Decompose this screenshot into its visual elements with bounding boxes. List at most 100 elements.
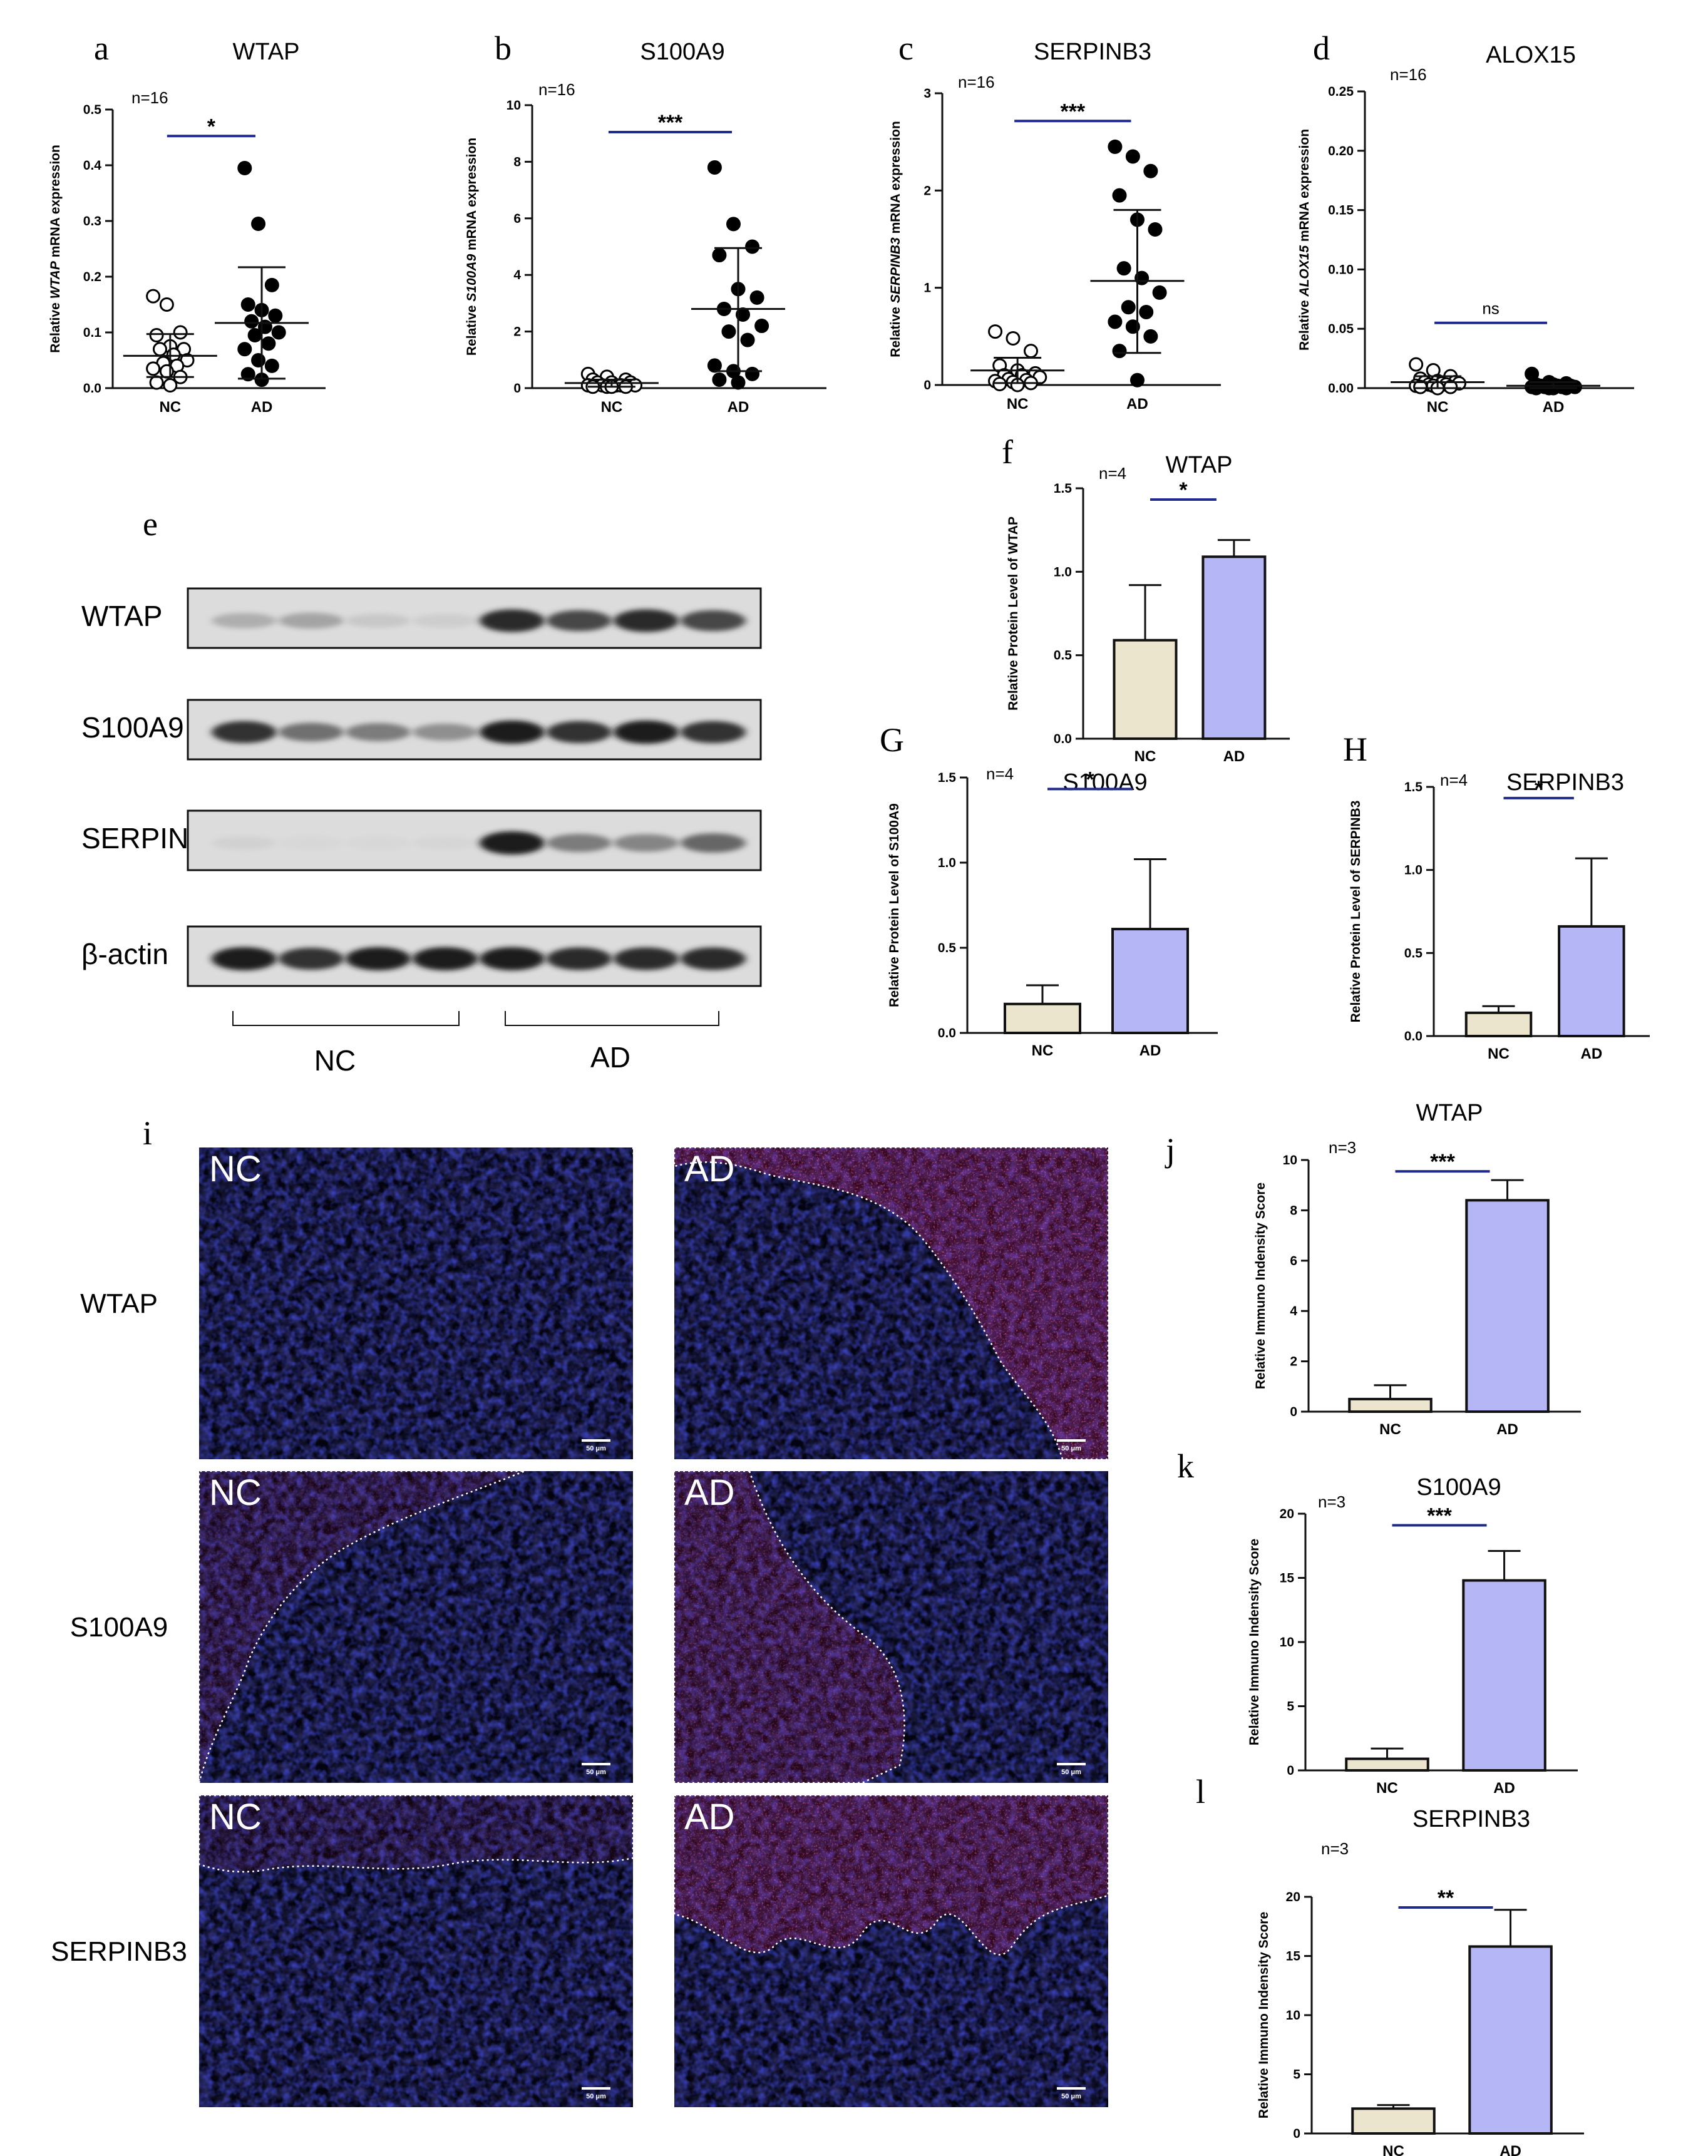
blot-band: [480, 947, 545, 971]
y-tick-label: 0.0: [1404, 1029, 1422, 1044]
scale-bar: [1057, 1763, 1086, 1765]
x-category-label: AD: [1496, 1421, 1518, 1438]
ad-bar: [1558, 925, 1625, 1037]
scale-bar-label: 50 μm: [586, 1445, 606, 1452]
nc-bar: [1351, 2107, 1436, 2135]
x-category-label: NC: [1032, 1042, 1054, 1059]
bar-chart-G: G S100A9 n=4 0.0 0.5 1.0 1.5 Relative Protein L…: [880, 721, 1218, 1059]
x-category-label: NC: [1007, 396, 1029, 413]
y-axis-label: Relative Protein Level of WTAP: [1006, 516, 1021, 711]
nc-data-point: [1024, 344, 1039, 359]
ad-data-point: [264, 358, 279, 373]
panel-letter: f: [1002, 433, 1013, 471]
ad-data-point: [1139, 305, 1154, 319]
x-category-label: AD: [1140, 1042, 1161, 1059]
panel-letter: j: [1165, 1131, 1175, 1169]
ad-data-point: [745, 239, 760, 254]
scale-bar: [582, 1439, 610, 1442]
if-image-serpinb3-ad: AD 50 μm: [674, 1795, 1108, 2107]
ad-data-point: [1143, 329, 1158, 344]
scale-bar: [582, 2087, 610, 2090]
ad-data-point: [237, 342, 252, 357]
ad-data-point: [244, 314, 259, 329]
chart-title: SERPINB3: [1412, 1806, 1530, 1832]
ad-data-point: [251, 216, 266, 231]
significance-label: ***: [658, 111, 683, 135]
if-group-label: AD: [684, 1797, 735, 1837]
ad-data-point: [707, 358, 722, 373]
panel-letter: b: [495, 29, 512, 67]
bar-chart-j: j WTAP n=3 0 2 4 6 8 10 Relative Immuno Indensity…: [1165, 1100, 1581, 1438]
y-tick-label: 2: [923, 183, 931, 198]
nc-data-point: [149, 375, 164, 390]
blot-band: [279, 947, 344, 970]
nc-data-point: [1409, 357, 1424, 372]
scale-bar-label: 50 μm: [586, 1768, 606, 1776]
if-row-label: S100A9: [70, 1612, 168, 1643]
if-row-label: WTAP: [80, 1288, 158, 1319]
group-bracket-nc: [232, 1011, 460, 1026]
ad-data-point: [1152, 285, 1167, 300]
ad-data-point: [726, 217, 741, 232]
ad-bar: [1201, 555, 1267, 740]
y-tick-label: 8: [1290, 1203, 1297, 1218]
y-tick-label: 0: [1287, 1763, 1294, 1778]
x-category-label: NC: [1134, 748, 1156, 765]
blot-band: [681, 947, 746, 970]
y-tick-label: 0.4: [83, 158, 102, 173]
ad-data-point: [237, 160, 252, 175]
significance-label: ns: [1482, 299, 1499, 318]
if-image-s100a9-nc: NC 50 μm: [199, 1471, 633, 1783]
group-bracket-ad: [505, 1011, 719, 1026]
y-axis-label: Relative Protein Level of S100A9: [887, 803, 902, 1007]
sample-size-label: n=3: [1321, 1839, 1349, 1858]
if-dotted-boundary: [199, 1795, 633, 1873]
ad-data-point: [740, 332, 755, 347]
blot-band: [681, 833, 746, 853]
y-tick-label: 1.5: [1054, 481, 1073, 496]
sample-size-label: n=16: [958, 73, 995, 91]
sample-size-label: n=16: [1390, 65, 1427, 84]
if-stain-signal: [199, 1795, 633, 1872]
blot-band: [413, 723, 478, 741]
panel-letter: G: [880, 721, 904, 759]
y-axis-label: Relative WTAP mRNA expression: [48, 145, 63, 353]
bar-chart-l: l SERPINB3 n=3 0 5 10 15 20 Relative Immuno Inde…: [1196, 1773, 1584, 2156]
ad-data-point: [731, 375, 746, 390]
nc-data-point: [152, 342, 167, 357]
scatter-chart-a: a WTAP n=16 0.0 0.1 0.2 0.3 0.4 0.5 Relative WTAP…: [48, 29, 326, 416]
significance-label: *: [1535, 777, 1543, 801]
ad-data-point: [712, 372, 727, 387]
scale-bar-label: 50 μm: [1061, 2093, 1081, 2100]
blot-band: [480, 831, 545, 855]
scale-bar: [1057, 1439, 1086, 1442]
nc-bar: [1113, 639, 1178, 741]
y-tick-label: 1.0: [938, 856, 956, 870]
blot-band: [480, 609, 545, 632]
x-category-label: NC: [1376, 1780, 1398, 1797]
if-group-label: NC: [209, 1472, 262, 1513]
panel-letter: k: [1177, 1447, 1194, 1485]
ad-data-point: [240, 367, 255, 382]
x-category-label: AD: [1493, 1780, 1515, 1797]
x-category-label: NC: [601, 399, 623, 416]
chart-title: SERPINB3: [1034, 39, 1151, 65]
blot-band: [279, 722, 344, 742]
blot-band: [212, 721, 277, 744]
immunofluorescence-panel: i WTAP NC 50 μm AD 50 μm S100A9 NC 50 μm AD 50 μm S…: [51, 1114, 1108, 2107]
ad-data-point: [707, 160, 722, 175]
y-tick-label: 0.0: [1054, 732, 1072, 746]
ad-data-point: [268, 308, 283, 323]
ad-data-point: [1116, 261, 1131, 276]
x-category-label: AD: [728, 399, 749, 416]
ad-bar: [1462, 1579, 1546, 1772]
blot-band: [614, 720, 679, 744]
if-image-wtap-ad: AD 50 μm: [674, 1147, 1108, 1459]
y-tick-label: 1.5: [938, 771, 957, 785]
y-tick-label: 15: [1280, 1571, 1295, 1586]
scale-bar-label: 50 μm: [1061, 1768, 1081, 1776]
y-tick-label: 2: [513, 325, 521, 339]
blot-band: [614, 609, 679, 632]
sample-size-label: n=16: [538, 80, 575, 99]
